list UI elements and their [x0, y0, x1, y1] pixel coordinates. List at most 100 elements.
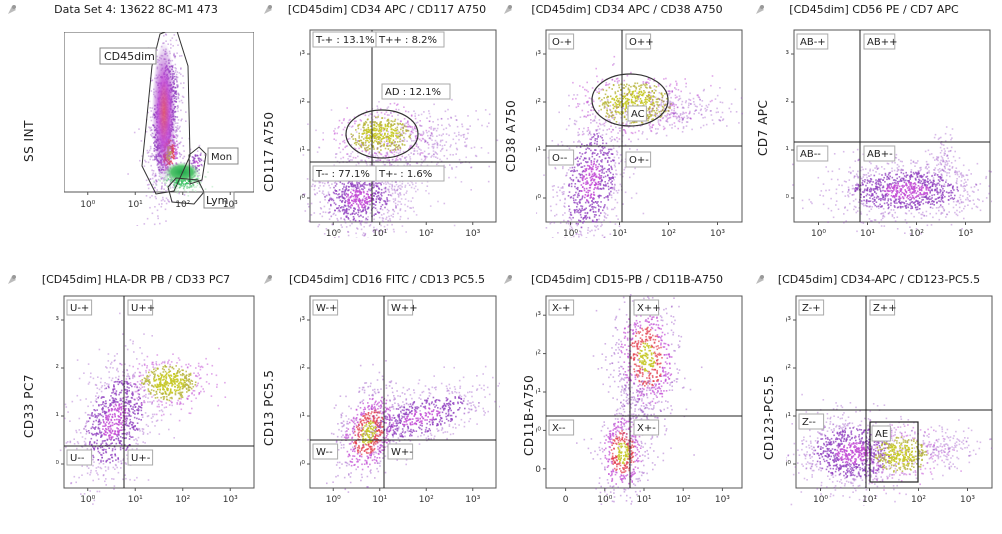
x-tick-label: 0: [563, 495, 569, 505]
y-tick-label: 10³: [300, 316, 305, 326]
panel-title: [CD45dim] HLA-DR PB / CD33 PC7: [41, 273, 231, 286]
x-tick-label: 10¹: [128, 200, 143, 210]
svg-text:AD : 12.1%: AD : 12.1%: [385, 87, 441, 98]
y-tick-label: 10⁰: [56, 460, 59, 470]
quadrant-label-u-plus-plus: U++: [127, 299, 155, 316]
svg-text:T-- : 77.1%: T-- : 77.1%: [315, 169, 370, 180]
y-axis-label: CD33 PC7: [22, 374, 36, 438]
gate-ad[interactable]: [345, 109, 419, 159]
svg-text:Lym: Lym: [206, 194, 228, 207]
gate-ae[interactable]: [869, 421, 919, 483]
x-tick-label: 10¹: [128, 495, 143, 505]
y-tick-label: 10²: [56, 364, 59, 374]
panel-title: [CD45dim] CD15-PB / CD11B-A750: [531, 273, 723, 286]
y-tick-label: 10⁰: [536, 194, 541, 204]
x-tick-label: 10⁰: [80, 200, 95, 210]
cytometry-plot: T-+ : 13.1% T++ : 8.2% T-- : 77.1% T+- : 1.…: [300, 29, 499, 238]
y-tick-label: 10⁰: [300, 194, 305, 204]
y-tick-label: 0: [536, 465, 541, 475]
svg-text:Mon: Mon: [211, 152, 232, 163]
y-tick-label: 10²: [786, 98, 789, 108]
y-tick-label: 10⁰: [536, 426, 541, 436]
panel-title: [CD45dim] CD34 APC / CD117 A750: [287, 3, 487, 16]
y-tick-label: 10²: [536, 350, 541, 360]
quadrant-label-ab-minus-minus: AB--: [796, 145, 829, 162]
x-tick-label: 10³: [465, 229, 480, 238]
plot-panel-1: Data Set 4: 13622 8C-M1 473 SS INT CD45d…: [0, 0, 262, 262]
x-tick-label: 10³: [223, 200, 238, 210]
x-tick-label: 10³: [715, 495, 730, 505]
plot-panel-6: [CD45dim] CD16 FITC / CD13 PC5.5 CD13 PC…: [256, 270, 506, 534]
gate-label-cd45dim: CD45dim: [99, 47, 157, 65]
cytometry-plot: W-+ W++ W-- W+- 10⁰ 10¹ 10² 10³ 10⁰ 10¹ 10² 10³: [300, 295, 500, 505]
plot-panel-8: [CD45dim] CD34-APC / CD123-PC5.5 CD123-P…: [748, 270, 1002, 534]
x-tick-label: 10¹: [372, 495, 387, 505]
plot-panel-2: [CD45dim] CD34 APC / CD117 A750 CD117 A7…: [256, 0, 506, 262]
quadrant-label-x-minus-plus: X-+: [548, 299, 575, 316]
quadrant-label-o-plus-plus: O++: [625, 33, 654, 50]
x-tick-label: 10¹: [862, 495, 877, 505]
gate-label-lym: Lym: [203, 191, 235, 209]
quadrant-label-ab-plus-plus: AB++: [863, 33, 897, 50]
gate-label-ad: AD : 12.1%: [381, 83, 451, 100]
panel-title: [CD45dim] CD16 FITC / CD13 PC5.5: [288, 273, 486, 286]
x-tick-label: 10³: [958, 229, 973, 238]
quadrant-label-x-plus-minus: X+-: [633, 419, 660, 436]
y-tick-label: 10³: [786, 50, 789, 60]
svg-text:T++ : 8.2%: T++ : 8.2%: [378, 35, 437, 46]
y-tick-label: 10⁰: [786, 460, 791, 470]
cytometry-plot: X-+ X++ X-- X+- 0 10⁰ 10¹ 10² 10³ 0 10⁰ 10¹ 10² 10³: [536, 294, 743, 505]
x-tick-label: 10⁰: [563, 229, 578, 238]
y-tick-label: 10³: [56, 316, 59, 326]
y-axis-label: CD38 A750: [504, 99, 518, 172]
x-tick-label: 10¹: [860, 229, 875, 238]
x-tick-label: 10²: [911, 495, 926, 505]
svg-text:T+- : 1.6%: T+- : 1.6%: [378, 169, 432, 180]
dataset-icon: [264, 5, 272, 14]
gate-ac[interactable]: [591, 73, 669, 127]
x-tick-label: 10³: [223, 495, 238, 505]
quadrant-label-t-minus-minus: T-- : 77.1%: [312, 165, 388, 182]
y-tick-label: 10⁰: [786, 194, 789, 204]
y-tick-label: 10¹: [536, 146, 541, 156]
quadrant-label-ab-minus-plus: AB-+: [796, 33, 829, 50]
quadrant-label-w-minus-plus: W-+: [312, 299, 339, 316]
dataset-icon: [264, 275, 272, 284]
gate-label-ac: AC: [627, 105, 647, 122]
y-axis-label: CD123-PC5.5: [762, 374, 776, 460]
svg-text:CD45dim: CD45dim: [104, 50, 155, 63]
x-tick-label: 10²: [419, 495, 434, 505]
quadrant-label-u-plus-minus: U+-: [127, 449, 154, 466]
quadrant-label-x-plus-plus: X++: [633, 299, 661, 316]
x-tick-label: 10²: [661, 229, 676, 238]
x-tick-label: 10⁰: [811, 229, 826, 238]
cytometry-plot: O-+ O++ O-- O+- AC 10⁰ 10¹ 10² 10³ 10⁰ 10¹ 10² 10³: [536, 29, 743, 238]
y-tick-label: 10²: [300, 98, 305, 108]
quadrant-label-t-plus-minus: T+- : 1.6%: [375, 165, 445, 182]
x-tick-label: 10¹: [372, 229, 387, 238]
y-tick-label: 10¹: [56, 412, 59, 422]
y-axis-label: CD11B-A750: [522, 374, 536, 456]
y-axis-label: CD117 A750: [262, 111, 276, 192]
event-cloud: [59, 310, 227, 505]
y-tick-label: 10¹: [786, 412, 791, 422]
panel-title: [CD45dim] CD34 APC / CD38 A750: [531, 3, 723, 16]
plot-panel-3: [CD45dim] CD34 APC / CD38 A750 CD38 A750…: [496, 0, 748, 262]
y-axis-label: CD13 PC5.5: [262, 369, 276, 446]
x-tick-label: 10²: [909, 229, 924, 238]
dataset-icon: [8, 275, 16, 284]
x-tick-label: 10¹: [636, 495, 651, 505]
quadrant-label-t-plus-plus: T++ : 8.2%: [375, 31, 445, 48]
y-tick-label: 10²: [536, 98, 541, 108]
x-tick-label: 10²: [676, 495, 691, 505]
y-tick-label: 10¹: [536, 388, 541, 398]
event-cloud: [307, 360, 500, 493]
x-tick-label: 10⁰: [80, 495, 95, 505]
quadrant-label-o-plus-minus: O+-: [625, 151, 652, 168]
x-tick-label: 10²: [175, 495, 190, 505]
quadrant-label-w-plus-plus: W++: [387, 299, 418, 316]
x-tick-label: 10⁰: [326, 495, 341, 505]
quadrant-label-z-plus-plus: Z++: [869, 299, 897, 316]
dataset-icon: [504, 275, 512, 284]
dataset-icon: [756, 5, 764, 14]
